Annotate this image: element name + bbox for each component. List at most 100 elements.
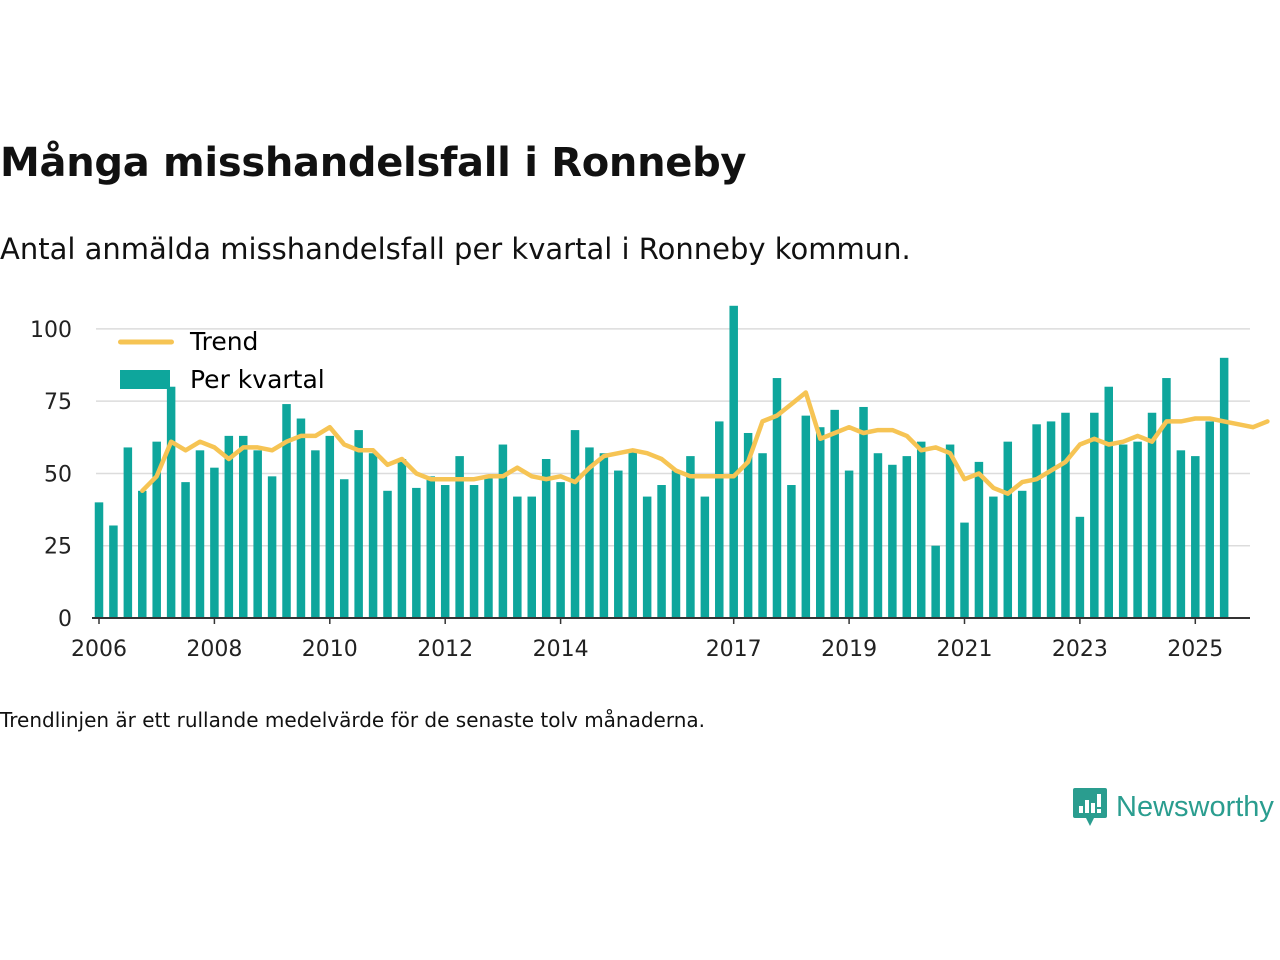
bar [1162, 378, 1171, 618]
bar [1191, 456, 1200, 618]
bar [311, 450, 320, 618]
y-tick-label: 75 [44, 390, 72, 415]
bars [94, 305, 1229, 618]
bar [556, 482, 565, 618]
bar [729, 305, 738, 618]
x-tick-label: 2023 [1052, 637, 1108, 662]
bar [412, 487, 421, 618]
bar [787, 485, 796, 618]
brand-name: Newsworthy [1116, 790, 1274, 823]
bar [772, 378, 782, 618]
bar [888, 464, 897, 618]
bar [614, 470, 623, 618]
bar [1147, 412, 1157, 618]
y-tick-label: 50 [44, 462, 72, 487]
newsworthy-icon [1073, 788, 1107, 826]
bar [743, 432, 753, 618]
y-tick-label: 0 [58, 607, 72, 632]
bar [1046, 421, 1056, 618]
bar [671, 470, 681, 618]
y-tick-label: 25 [44, 535, 72, 560]
bar [642, 496, 652, 618]
legend: Trend Per kvartal [118, 327, 325, 394]
bar [325, 435, 335, 618]
bar [585, 447, 594, 618]
bar [253, 450, 262, 618]
bar [1061, 412, 1070, 618]
bar [1176, 450, 1186, 618]
bar [931, 545, 940, 618]
x-tick-label: 2025 [1167, 637, 1223, 662]
bar [974, 461, 984, 618]
bar [513, 496, 522, 618]
bar [138, 490, 147, 618]
bar [498, 444, 508, 618]
x-tick-label: 2021 [937, 637, 993, 662]
legend-trend-swatch [118, 339, 174, 345]
bar [210, 467, 219, 618]
bar [1219, 357, 1229, 618]
bar [426, 476, 436, 618]
brand-logo[interactable]: Newsworthy [1072, 786, 1274, 828]
bar [224, 435, 234, 618]
bar [873, 453, 883, 618]
bar [1032, 424, 1041, 618]
bar [484, 476, 493, 618]
bar [368, 453, 378, 618]
bar [339, 479, 349, 618]
bar [945, 444, 955, 618]
bar [599, 453, 609, 618]
legend-bar-swatch [120, 370, 170, 389]
chart-title: Många misshandelsfall i Ronneby [0, 140, 747, 186]
bar [830, 409, 839, 618]
bar [440, 485, 450, 618]
x-tick-label: 2019 [821, 637, 877, 662]
bar [123, 447, 133, 618]
bar [239, 435, 248, 618]
x-tick-label: 2008 [186, 637, 242, 662]
bar [1133, 441, 1142, 618]
bar [758, 453, 767, 618]
bar [152, 441, 161, 618]
trend-layer [140, 390, 1270, 496]
x-tick-label: 2014 [533, 637, 589, 662]
bar [1104, 386, 1113, 618]
bar [570, 430, 580, 618]
footnote: Trendlinjen är ett rullande medelvärde f… [0, 708, 706, 732]
x-tick-label: 2012 [417, 637, 473, 662]
bar [801, 415, 811, 618]
bar [109, 525, 118, 618]
bar [844, 470, 854, 618]
bar [686, 456, 695, 618]
bar [1090, 412, 1099, 618]
bar [715, 421, 724, 618]
bar [989, 496, 998, 618]
bar [469, 485, 479, 618]
bar [94, 502, 104, 618]
x-tick-label: 2010 [302, 637, 358, 662]
bar [166, 386, 176, 618]
bar [541, 459, 551, 618]
trend-line [140, 390, 1270, 496]
bar [455, 456, 464, 618]
bar [1118, 444, 1128, 618]
bar [657, 485, 666, 618]
bar [902, 456, 912, 618]
bar [1017, 490, 1027, 618]
bar [527, 496, 536, 618]
axes: 0 25 50 75 100 2006 2008 2010 2012 2014 2017 2019 20… [30, 318, 1250, 662]
bar [296, 418, 306, 618]
legend-trend-label: Trend [189, 327, 258, 356]
chart-subtitle: Antal anmälda misshandelsfall per kvarta… [0, 232, 911, 266]
bar [628, 450, 637, 618]
bar [1003, 441, 1013, 618]
x-tick-label: 2006 [71, 637, 127, 662]
bar [859, 406, 868, 618]
bar [816, 427, 825, 618]
bar [354, 430, 363, 618]
x-tick-label: 2017 [706, 637, 762, 662]
bar [267, 476, 277, 618]
bar [195, 450, 205, 618]
bar [282, 404, 291, 618]
bar [916, 441, 926, 618]
